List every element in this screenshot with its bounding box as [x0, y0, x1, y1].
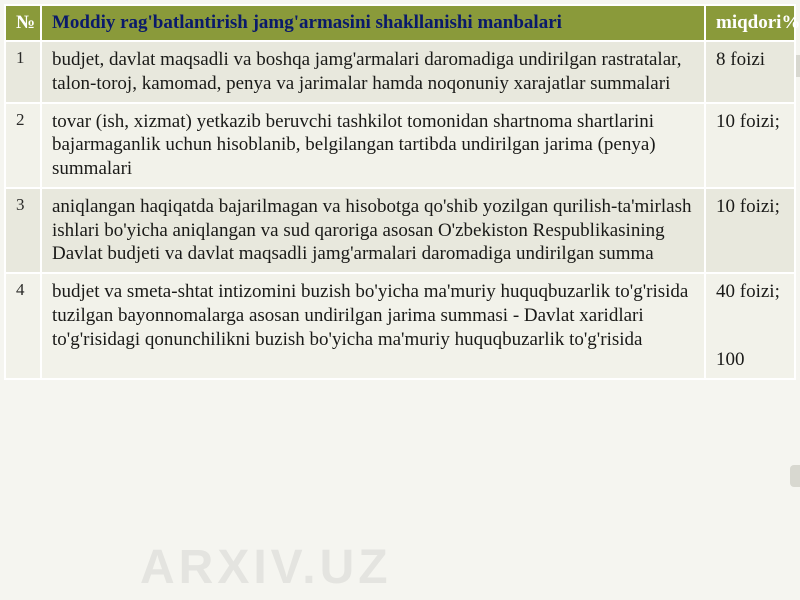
cell-percent: 40 foizi; 100	[705, 273, 795, 379]
col-header-title: Moddiy rag'batlantirish jamg'armasini sh…	[41, 5, 705, 41]
cell-description: budjet, davlat maqsadli va boshqa jamg'a…	[41, 41, 705, 103]
table-row: 2 tovar (ish, xizmat) yetkazib beruvchi …	[5, 103, 795, 188]
cell-number: 2	[5, 103, 41, 188]
table-container: № Moddiy rag'batlantirish jamg'armasini …	[0, 0, 800, 384]
cell-description: budjet va smeta-shtat intizomini buzish …	[41, 273, 705, 379]
cell-percent: 10 foizi;	[705, 103, 795, 188]
cell-number: 3	[5, 188, 41, 273]
cell-percent: 8 foizi	[705, 41, 795, 103]
cell-percent: 10 foizi;	[705, 188, 795, 273]
watermark: ARXIV.UZ	[140, 540, 392, 595]
sources-table: № Moddiy rag'batlantirish jamg'armasini …	[4, 4, 796, 380]
cell-description: aniqlangan haqiqatda bajarilmagan va his…	[41, 188, 705, 273]
col-header-percent: miqdori%	[705, 5, 795, 41]
cell-number: 4	[5, 273, 41, 379]
cell-percent-b: 100	[716, 348, 784, 372]
cell-percent-a: 40 foizi;	[716, 281, 780, 302]
col-header-number: №	[5, 5, 41, 41]
table-row: 3 aniqlangan haqiqatda bajarilmagan va h…	[5, 188, 795, 273]
table-row: 1 budjet, davlat maqsadli va boshqa jamg…	[5, 41, 795, 103]
table-header-row: № Moddiy rag'batlantirish jamg'armasini …	[5, 5, 795, 41]
cell-description: tovar (ish, xizmat) yetkazib beruvchi ta…	[41, 103, 705, 188]
cell-number: 1	[5, 41, 41, 103]
table-row: 4 budjet va smeta-shtat intizomini buzis…	[5, 273, 795, 379]
edge-decoration	[790, 465, 800, 487]
